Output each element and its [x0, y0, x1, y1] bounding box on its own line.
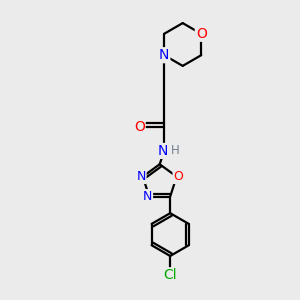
Text: N: N: [136, 170, 146, 183]
Text: N: N: [159, 48, 169, 62]
Text: O: O: [196, 27, 207, 41]
Text: Cl: Cl: [164, 268, 177, 282]
Text: H: H: [171, 144, 180, 158]
Text: N: N: [158, 144, 168, 158]
Text: O: O: [173, 170, 183, 183]
Text: N: N: [143, 190, 152, 203]
Text: O: O: [134, 119, 145, 134]
